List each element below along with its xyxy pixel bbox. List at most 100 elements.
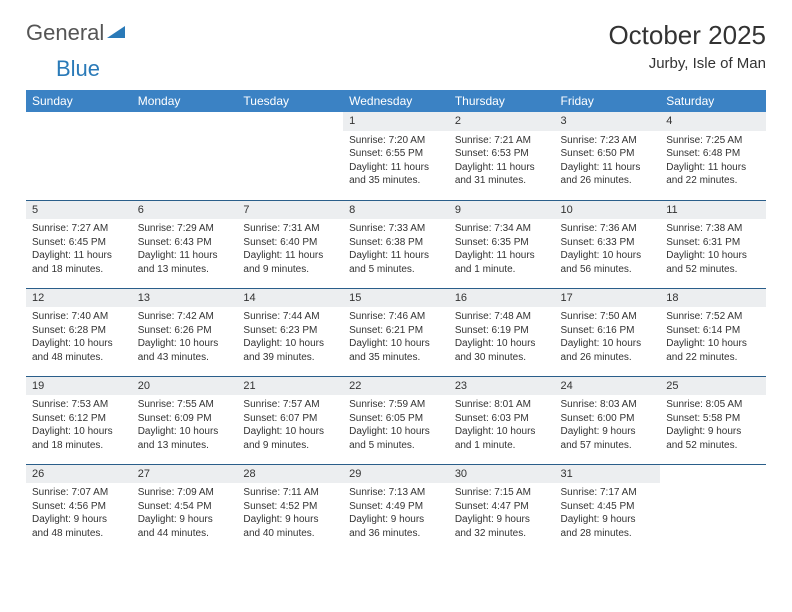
day-line: Sunset: 6:50 PM	[561, 147, 655, 161]
day-line: Daylight: 10 hours and 39 minutes.	[243, 337, 337, 364]
day-number: 14	[237, 289, 343, 308]
day-line: Sunset: 6:03 PM	[455, 412, 549, 426]
day-line: Daylight: 10 hours and 9 minutes.	[243, 425, 337, 452]
day-text: Sunrise: 7:31 AMSunset: 6:40 PMDaylight:…	[237, 222, 343, 276]
day-text: Sunrise: 7:38 AMSunset: 6:31 PMDaylight:…	[660, 222, 766, 276]
calendar-cell	[132, 112, 238, 200]
day-line: Daylight: 11 hours and 5 minutes.	[349, 249, 443, 276]
day-line: Daylight: 10 hours and 26 minutes.	[561, 337, 655, 364]
day-line: Sunset: 6:48 PM	[666, 147, 760, 161]
calendar-page: General October 2025 Jurby, Isle of Man …	[0, 0, 792, 562]
day-number: 17	[555, 289, 661, 308]
day-text: Sunrise: 7:29 AMSunset: 6:43 PMDaylight:…	[132, 222, 238, 276]
day-line: Sunrise: 7:31 AM	[243, 222, 337, 236]
day-line: Sunset: 6:12 PM	[32, 412, 126, 426]
calendar-cell: 7Sunrise: 7:31 AMSunset: 6:40 PMDaylight…	[237, 200, 343, 288]
dayhead-tue: Tuesday	[237, 90, 343, 112]
day-text: Sunrise: 7:15 AMSunset: 4:47 PMDaylight:…	[449, 486, 555, 540]
day-line: Daylight: 9 hours and 52 minutes.	[666, 425, 760, 452]
day-number: 20	[132, 377, 238, 396]
day-line: Sunrise: 7:07 AM	[32, 486, 126, 500]
day-line: Daylight: 11 hours and 13 minutes.	[138, 249, 232, 276]
logo: General	[26, 20, 127, 46]
dayhead-thu: Thursday	[449, 90, 555, 112]
day-number	[237, 112, 343, 131]
calendar-cell: 13Sunrise: 7:42 AMSunset: 6:26 PMDayligh…	[132, 288, 238, 376]
day-line: Sunset: 6:38 PM	[349, 236, 443, 250]
day-line: Sunset: 6:55 PM	[349, 147, 443, 161]
day-line: Sunset: 4:56 PM	[32, 500, 126, 514]
day-number: 27	[132, 465, 238, 484]
day-line: Sunset: 6:00 PM	[561, 412, 655, 426]
day-text: Sunrise: 7:52 AMSunset: 6:14 PMDaylight:…	[660, 310, 766, 364]
calendar-cell: 16Sunrise: 7:48 AMSunset: 6:19 PMDayligh…	[449, 288, 555, 376]
day-line: Sunset: 6:28 PM	[32, 324, 126, 338]
day-line: Sunrise: 7:52 AM	[666, 310, 760, 324]
calendar-cell: 4Sunrise: 7:25 AMSunset: 6:48 PMDaylight…	[660, 112, 766, 200]
day-line: Sunrise: 7:36 AM	[561, 222, 655, 236]
day-line: Daylight: 9 hours and 32 minutes.	[455, 513, 549, 540]
calendar-cell: 31Sunrise: 7:17 AMSunset: 4:45 PMDayligh…	[555, 464, 661, 552]
day-line: Sunrise: 7:29 AM	[138, 222, 232, 236]
day-line: Sunrise: 7:25 AM	[666, 134, 760, 148]
day-text: Sunrise: 7:55 AMSunset: 6:09 PMDaylight:…	[132, 398, 238, 452]
day-text: Sunrise: 7:13 AMSunset: 4:49 PMDaylight:…	[343, 486, 449, 540]
day-line: Sunrise: 7:09 AM	[138, 486, 232, 500]
day-line: Sunrise: 7:33 AM	[349, 222, 443, 236]
day-line: Daylight: 11 hours and 22 minutes.	[666, 161, 760, 188]
calendar-cell: 24Sunrise: 8:03 AMSunset: 6:00 PMDayligh…	[555, 376, 661, 464]
day-line: Sunset: 6:26 PM	[138, 324, 232, 338]
day-line: Daylight: 10 hours and 52 minutes.	[666, 249, 760, 276]
calendar-cell: 6Sunrise: 7:29 AMSunset: 6:43 PMDaylight…	[132, 200, 238, 288]
day-line: Sunrise: 7:34 AM	[455, 222, 549, 236]
day-line: Sunset: 6:19 PM	[455, 324, 549, 338]
calendar-cell	[237, 112, 343, 200]
day-text: Sunrise: 7:57 AMSunset: 6:07 PMDaylight:…	[237, 398, 343, 452]
calendar-cell: 30 Sunrise: 7:15 AMSunset: 4:47 PMDayligh…	[449, 464, 555, 552]
calendar-cell: 18Sunrise: 7:52 AMSunset: 6:14 PMDayligh…	[660, 288, 766, 376]
day-text: Sunrise: 7:36 AMSunset: 6:33 PMDaylight:…	[555, 222, 661, 276]
day-line: Sunrise: 7:13 AM	[349, 486, 443, 500]
day-line: Sunset: 6:40 PM	[243, 236, 337, 250]
day-number	[660, 465, 766, 484]
day-line: Sunrise: 7:44 AM	[243, 310, 337, 324]
day-number: 8	[343, 201, 449, 220]
calendar-cell: 2Sunrise: 7:21 AMSunset: 6:53 PMDaylight…	[449, 112, 555, 200]
day-number: 22	[343, 377, 449, 396]
day-number: 12	[26, 289, 132, 308]
calendar-cell: 14Sunrise: 7:44 AMSunset: 6:23 PMDayligh…	[237, 288, 343, 376]
day-number: 15	[343, 289, 449, 308]
day-number: 10	[555, 201, 661, 220]
day-text: Sunrise: 8:01 AMSunset: 6:03 PMDaylight:…	[449, 398, 555, 452]
day-line: Sunrise: 7:53 AM	[32, 398, 126, 412]
day-text: Sunrise: 7:20 AMSunset: 6:55 PMDaylight:…	[343, 134, 449, 188]
day-line: Sunrise: 7:15 AM	[455, 486, 549, 500]
logo-word2: Blue	[26, 56, 100, 81]
day-line: Sunset: 6:53 PM	[455, 147, 549, 161]
day-number: 19	[26, 377, 132, 396]
day-line: Sunrise: 7:23 AM	[561, 134, 655, 148]
day-line: Daylight: 9 hours and 44 minutes.	[138, 513, 232, 540]
calendar-cell: 5Sunrise: 7:27 AMSunset: 6:45 PMDaylight…	[26, 200, 132, 288]
day-number: 28	[237, 465, 343, 484]
day-number: 29	[343, 465, 449, 484]
calendar-cell: 26Sunrise: 7:07 AMSunset: 4:56 PMDayligh…	[26, 464, 132, 552]
day-line: Sunrise: 7:42 AM	[138, 310, 232, 324]
day-line: Daylight: 9 hours and 40 minutes.	[243, 513, 337, 540]
day-number: 30	[449, 465, 555, 484]
day-line: Sunrise: 7:59 AM	[349, 398, 443, 412]
calendar-cell: 10 Sunrise: 7:36 AMSunset: 6:33 PMDayligh…	[555, 200, 661, 288]
day-line: Sunrise: 8:01 AM	[455, 398, 549, 412]
calendar-cell: 1Sunrise: 7:20 AMSunset: 6:55 PMDaylight…	[343, 112, 449, 200]
day-text: Sunrise: 8:03 AMSunset: 6:00 PMDaylight:…	[555, 398, 661, 452]
day-number: 9	[449, 201, 555, 220]
day-line: Sunset: 6:05 PM	[349, 412, 443, 426]
dayhead-sat: Saturday	[660, 90, 766, 112]
day-line: Sunset: 6:43 PM	[138, 236, 232, 250]
day-line: Sunset: 6:21 PM	[349, 324, 443, 338]
day-number: 26	[26, 465, 132, 484]
calendar-cell: 29 Sunrise: 7:13 AMSunset: 4:49 PMDayligh…	[343, 464, 449, 552]
day-line: Sunrise: 7:20 AM	[349, 134, 443, 148]
day-line: Daylight: 11 hours and 1 minute.	[455, 249, 549, 276]
day-text: Sunrise: 7:53 AMSunset: 6:12 PMDaylight:…	[26, 398, 132, 452]
